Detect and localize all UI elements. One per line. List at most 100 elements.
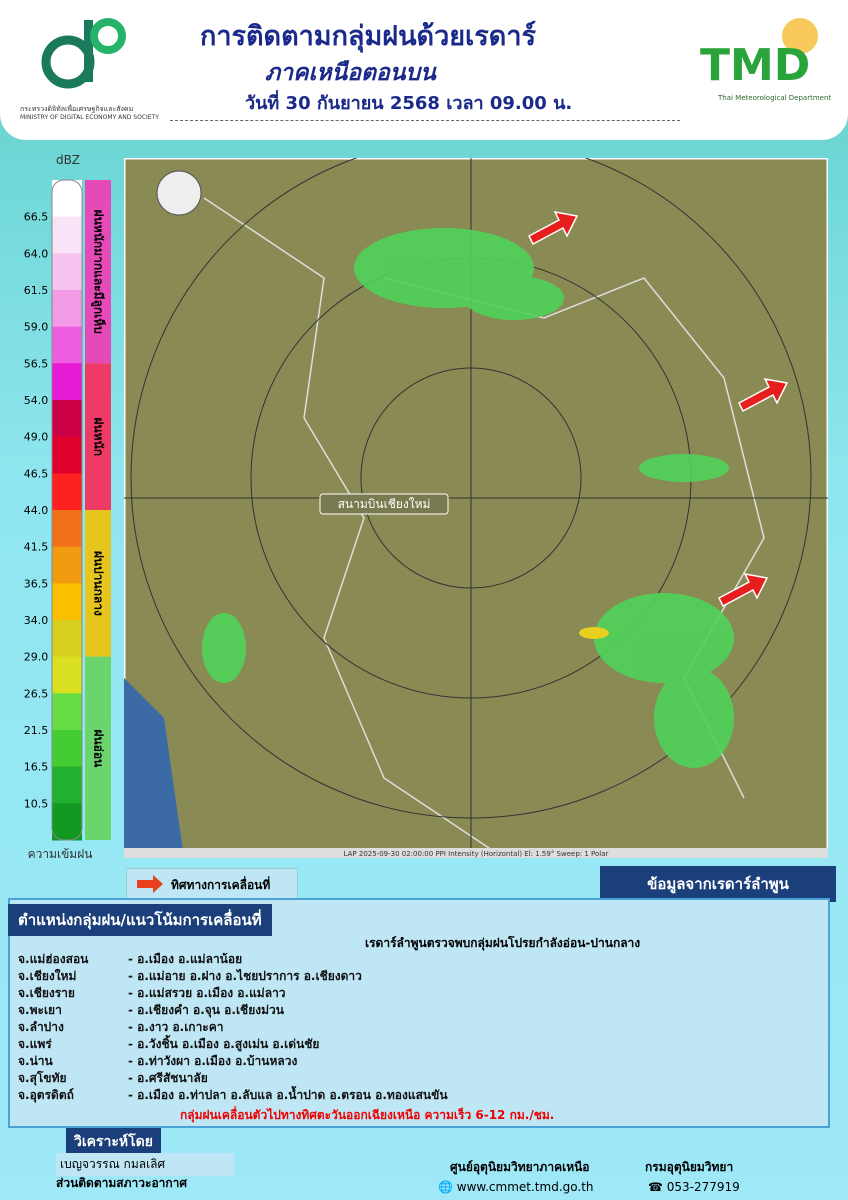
center: ศูนย์อุตุนิยมวิทยาภาคเหนือ xyxy=(450,1160,590,1174)
category-label: ฝนหนัก xyxy=(92,417,106,456)
row: จ.ลำปาง - อ.งาว อ.เกาะคา xyxy=(18,1018,798,1035)
legend-level: 56.5 xyxy=(24,357,49,370)
phone: ☎ 053-277919 xyxy=(648,1180,740,1194)
legend-swatch xyxy=(52,510,82,548)
legend-swatch xyxy=(52,803,82,841)
row: จ.พะเยา - อ.เชียงคำ อ.จุน อ.เชียงม่วน xyxy=(18,1001,798,1018)
legend-level: 21.5 xyxy=(24,724,49,737)
tmd-logo: TMD xyxy=(700,40,811,91)
division: ส่วนติดตามสภาวะอากาศ xyxy=(56,1176,188,1190)
legend-swatch xyxy=(52,363,82,401)
legend-swatch xyxy=(52,693,82,731)
districts: - อ.เมือง อ.ท่าปลา อ.ลับแล อ.น้ำปาด อ.ตร… xyxy=(128,1088,448,1102)
analyzed-by: วิเคราะห์โดย xyxy=(66,1128,161,1156)
summary: เรดาร์ลำพูนตรวจพบกลุ่มฝนโปรยกำลังอ่อน-ปา… xyxy=(365,936,641,950)
legend-level: 44.0 xyxy=(24,504,49,517)
legend-swatch xyxy=(52,436,82,474)
category-band xyxy=(85,180,111,364)
legend-swatch xyxy=(52,583,82,621)
legend-swatch xyxy=(52,326,82,364)
province: จ.เชียงใหม่ xyxy=(18,969,77,983)
header: กระทรวงดิจิทัลเพื่อเศรษฐกิจและสังคม MINI… xyxy=(0,0,848,140)
row: จ.อุตรดิตถ์ - อ.เมือง อ.ท่าปลา อ.ลับแล อ.… xyxy=(18,1086,798,1103)
row: จ.เชียงใหม่ - อ.แม่อาย อ.ฝาง อ.ไชยปราการ … xyxy=(18,967,798,984)
website-text: www.cmmet.tmd.go.th xyxy=(456,1180,594,1194)
legend-swatch xyxy=(52,400,82,438)
sun xyxy=(782,18,818,54)
ministry-en: MINISTRY OF DIGITAL ECONOMY AND SOCIETY xyxy=(20,114,159,121)
province: จ.สุโขทัย xyxy=(18,1071,67,1085)
divider xyxy=(170,120,680,121)
legend-level: 36.5 xyxy=(24,577,49,590)
legend-swatch xyxy=(52,473,82,511)
caption: ความเข้มฝน xyxy=(28,847,93,861)
category-band xyxy=(85,656,111,840)
legend-swatch xyxy=(52,253,82,291)
legend-swatch xyxy=(52,620,82,658)
legend-level: 29.0 xyxy=(24,651,49,664)
legend-level: 10.5 xyxy=(24,797,49,810)
rain-legend: dBZ ความเข้มฝน 66.5 64.0 61.5 59.0 56.5 54.0 4… xyxy=(24,153,111,861)
districts: - อ.วังชิ้น อ.เมือง อ.สูงเม่น อ.เด่นชัย xyxy=(128,1037,320,1051)
title: การติดตามกลุ่มฝนด้วยเรดาร์ xyxy=(200,21,536,52)
legend-frame xyxy=(51,179,83,841)
legend-level: 59.0 xyxy=(24,321,49,334)
category-label: ฝนหนักมากและมีลูกเห็บ xyxy=(91,210,107,334)
province: จ.เชียงราย xyxy=(18,986,75,1000)
province: จ.ลำปาง xyxy=(18,1020,64,1034)
row: จ.น่าน - อ.ท่าวังผา อ.เมือง อ.บ้านหลวง xyxy=(18,1052,798,1069)
row: จ.เชียงราย - อ.แม่สรวย อ.เมือง อ.แม่ลาว xyxy=(18,984,798,1001)
unit: dBZ xyxy=(56,153,80,167)
category-band xyxy=(85,363,111,510)
province: จ.แม่ฮ่องสอน xyxy=(18,952,89,966)
date: วันที่ 30 กันยายน 2568 เวลา 09.00 น. xyxy=(245,93,573,114)
airport-label: สนามบินเชียงใหม่ xyxy=(338,497,431,511)
districts: - อ.แม่สรวย อ.เมือง อ.แม่ลาว xyxy=(128,986,286,1000)
legend-swatch xyxy=(52,730,82,768)
province: จ.อุตรดิตถ์ xyxy=(18,1088,74,1102)
source: ข้อมูลจากเรดาร์ลำพูน xyxy=(600,866,836,902)
legend-swatch xyxy=(52,766,82,804)
province: จ.พะเยา xyxy=(18,1003,62,1017)
legend-swatch xyxy=(52,290,82,328)
legend-level: 16.5 xyxy=(24,761,49,774)
direction-text: ทิศทางการเคลื่อนที่ xyxy=(171,878,271,892)
province: จ.แพร่ xyxy=(18,1037,52,1051)
department: กรมอุตุนิยมวิทยา xyxy=(645,1160,734,1174)
legend-swatch xyxy=(52,546,82,584)
legend-level: 46.5 xyxy=(24,467,49,480)
analyst: เบญจวรรณ กมลเลิศ xyxy=(56,1153,234,1176)
districts: - อ.เมือง อ.แม่ลาน้อย xyxy=(128,952,243,966)
row: จ.สุโขทัย - อ.ศรีสัชนาลัย xyxy=(18,1069,798,1086)
dge-logo xyxy=(41,18,126,89)
row: จ.แพร่ - อ.วังชิ้น อ.เมือง อ.สูงเม่น อ.เด… xyxy=(18,1035,798,1052)
districts: - อ.ศรีสัชนาลัย xyxy=(128,1071,208,1085)
legend-swatch xyxy=(52,656,82,694)
panel-title: ตำแหน่งกลุ่มฝน/แนวโน้มการเคลื่อนที่ xyxy=(8,904,272,936)
subtitle: ภาคเหนือตอนบน xyxy=(265,60,436,86)
legend-level: 66.5 xyxy=(24,211,49,224)
legend-level: 26.5 xyxy=(24,687,49,700)
direction-legend: ทิศทางการเคลื่อนที่ xyxy=(126,868,298,900)
legend-level: 41.5 xyxy=(24,541,49,554)
tmd-en: Thai Meteorological Department xyxy=(718,94,832,102)
note: กลุ่มฝนเคลื่อนตัวไปทางทิศตะวันออกเฉียงเห… xyxy=(180,1108,555,1122)
legend-level: 34.0 xyxy=(24,614,49,627)
radar-map: สนามบินเชียงใหม่ LAP 2025-09-30 02:00:00… xyxy=(124,158,828,858)
legend-level: 64.0 xyxy=(24,247,49,260)
rows: จ.แม่ฮ่องสอน - อ.เมือง อ.แม่ลาน้อย จ.เชียง… xyxy=(18,950,798,1103)
legend-swatch xyxy=(52,216,82,254)
phone-text: 053-277919 xyxy=(666,1180,740,1194)
row: จ.แม่ฮ่องสอน - อ.เมือง อ.แม่ลาน้อย xyxy=(18,950,798,967)
districts: - อ.งาว อ.เกาะคา xyxy=(128,1020,224,1034)
legend-level: 49.0 xyxy=(24,431,49,444)
category-label: ฝนอ่อน xyxy=(92,729,106,768)
legend-level: 54.0 xyxy=(24,394,49,407)
radar-status: LAP 2025-09-30 02:00:00 PPI Intensity (H… xyxy=(344,850,609,858)
districts: - อ.ท่าวังผา อ.เมือง อ.บ้านหลวง xyxy=(128,1054,298,1068)
ministry-th: กระทรวงดิจิทัลเพื่อเศรษฐกิจและสังคม xyxy=(20,105,134,113)
districts: - อ.แม่อาย อ.ฝาง อ.ไชยปราการ อ.เชียงดาว xyxy=(128,969,362,983)
website: 🌐 www.cmmet.tmd.go.th xyxy=(438,1180,594,1194)
legend-level: 61.5 xyxy=(24,284,49,297)
